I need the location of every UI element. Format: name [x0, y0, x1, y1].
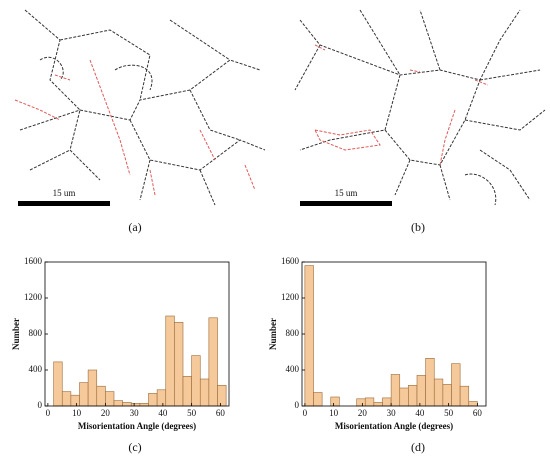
bar [174, 321, 184, 407]
x-tick-label: 0 [46, 408, 51, 418]
x-axis-label: Misorientation Angle (degrees) [335, 421, 453, 431]
x-tick-label: 50 [187, 408, 197, 418]
bar [330, 396, 340, 407]
x-tick-label: 60 [473, 408, 483, 418]
y-tick-label: 1600 [281, 256, 300, 266]
bar [61, 391, 72, 407]
x-tick-label: 20 [101, 408, 111, 418]
bar [217, 384, 227, 407]
bar [451, 363, 461, 407]
bar [191, 355, 201, 407]
bar [364, 397, 375, 407]
bar [459, 385, 470, 407]
bar [139, 402, 149, 407]
bar [356, 398, 366, 407]
scale-bar [300, 201, 392, 206]
scale-label: 15 um [53, 188, 76, 198]
x-tick-label: 40 [158, 408, 168, 418]
panel-label: (d) [411, 440, 425, 454]
bar [70, 394, 80, 407]
micrograph-b: 15 um [294, 9, 546, 206]
panel-label: (c) [128, 440, 141, 454]
bar [130, 402, 141, 407]
y-axis-label: Number [11, 318, 21, 350]
bar [373, 402, 383, 407]
y-tick-label: 400 [29, 364, 43, 374]
bar [304, 265, 314, 407]
y-axis-label: Number [268, 318, 278, 350]
panel-label: (b) [411, 220, 425, 234]
y-tick-label: 0 [295, 400, 300, 410]
x-tick-label: 50 [444, 408, 454, 418]
x-tick-label: 0 [303, 408, 308, 418]
bar [105, 391, 115, 407]
bar [313, 392, 323, 407]
x-tick-label: 30 [387, 408, 397, 418]
x-tick-label: 30 [130, 408, 140, 418]
x-tick-label: 40 [415, 408, 425, 418]
y-tick-label: 1600 [24, 256, 43, 266]
x-tick-label: 10 [72, 408, 82, 418]
bar [382, 397, 392, 407]
micrograph-a: 15 um [14, 9, 266, 206]
bar [148, 393, 158, 407]
bar [182, 375, 192, 407]
bar [408, 384, 418, 407]
bar [53, 361, 63, 407]
panel-label: (a) [128, 220, 141, 234]
bar [433, 378, 444, 407]
y-tick-label: 1200 [281, 292, 300, 302]
bar [390, 374, 401, 407]
x-axis-label: Misorientation Angle (degrees) [78, 421, 196, 431]
bar [79, 382, 89, 407]
x-tick-label: 10 [329, 408, 339, 418]
bar [416, 375, 426, 407]
scale-bar [18, 201, 110, 206]
bar [156, 389, 167, 407]
bar [399, 387, 409, 407]
bar [96, 385, 106, 407]
bar [442, 384, 452, 407]
x-tick-label: 20 [358, 408, 368, 418]
bar [122, 402, 132, 407]
bar [425, 357, 435, 407]
bar [208, 317, 218, 407]
y-tick-label: 800 [29, 328, 43, 338]
x-tick-label: 60 [216, 408, 226, 418]
bar [113, 400, 123, 407]
y-tick-label: 1200 [24, 292, 43, 302]
y-tick-label: 400 [286, 364, 300, 374]
bar [468, 401, 478, 407]
y-tick-label: 800 [286, 328, 300, 338]
bar [87, 369, 98, 407]
scale-label: 15 um [335, 188, 358, 198]
bar [199, 378, 210, 407]
bar [165, 315, 175, 407]
y-tick-label: 0 [38, 400, 43, 410]
